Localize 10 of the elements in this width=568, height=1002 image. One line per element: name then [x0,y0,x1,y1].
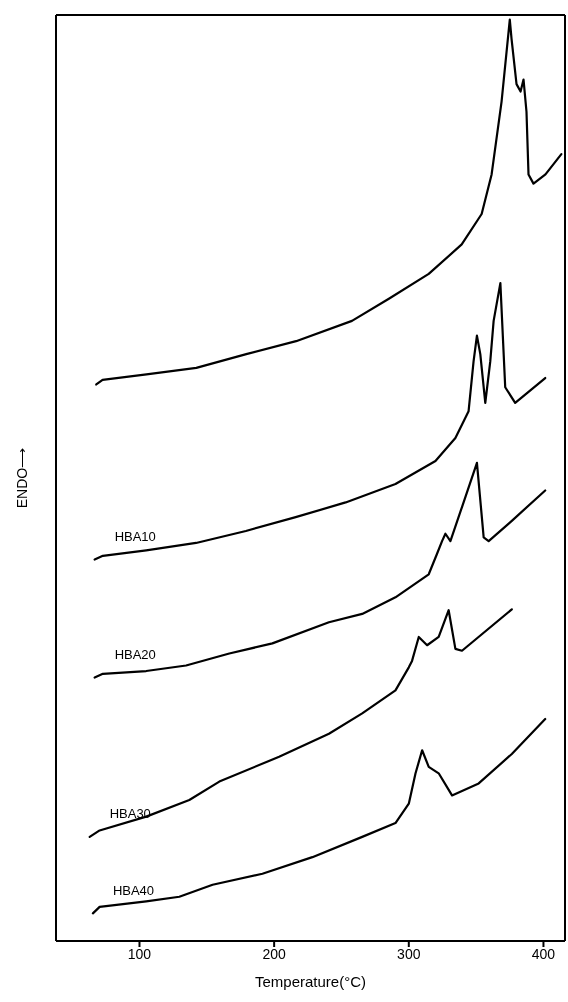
x-tick-label: 200 [262,945,287,962]
x-tick-label: 300 [397,945,421,962]
x-tick-label: 100 [127,945,152,962]
series-label: HBA10 [114,528,156,544]
y-axis-title: ENDO⟶ [13,447,30,509]
x-tick-label: 400 [531,945,556,962]
x-axis-title: Temperature(°C) [254,973,367,990]
series-label: HBA20 [114,646,156,662]
series-label: HBA30 [109,806,151,822]
series-label: HBA40 [112,882,155,898]
